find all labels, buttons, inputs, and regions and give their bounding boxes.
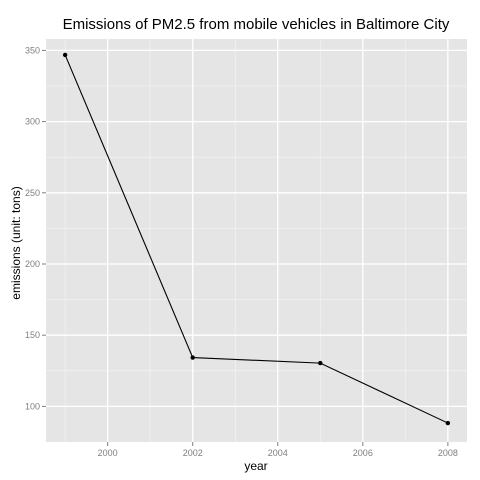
x-tick-label: 2002 [183, 448, 203, 458]
y-tick-label: 350 [25, 45, 40, 55]
y-tick-label: 200 [25, 259, 40, 269]
y-tick-label: 300 [25, 117, 40, 127]
x-axis-label: year [244, 459, 267, 473]
x-axis-ticks: 2000 2002 2004 2006 2008 [98, 442, 458, 458]
y-tick-label: 150 [25, 330, 40, 340]
y-tick-label: 100 [25, 401, 40, 411]
data-point [318, 361, 322, 365]
y-axis-ticks: 100 150 200 250 300 350 [25, 45, 46, 411]
x-tick-label: 2008 [438, 448, 458, 458]
y-tick-label: 250 [25, 188, 40, 198]
data-point [191, 355, 195, 359]
data-point [446, 421, 450, 425]
y-axis-label: emissions (unit: tons) [9, 186, 23, 299]
data-point [63, 53, 67, 57]
chart-title: Emissions of PM2.5 from mobile vehicles … [63, 16, 450, 33]
x-tick-label: 2000 [98, 448, 118, 458]
x-tick-label: 2006 [353, 448, 373, 458]
x-tick-label: 2004 [268, 448, 288, 458]
plot-panel [46, 39, 467, 442]
